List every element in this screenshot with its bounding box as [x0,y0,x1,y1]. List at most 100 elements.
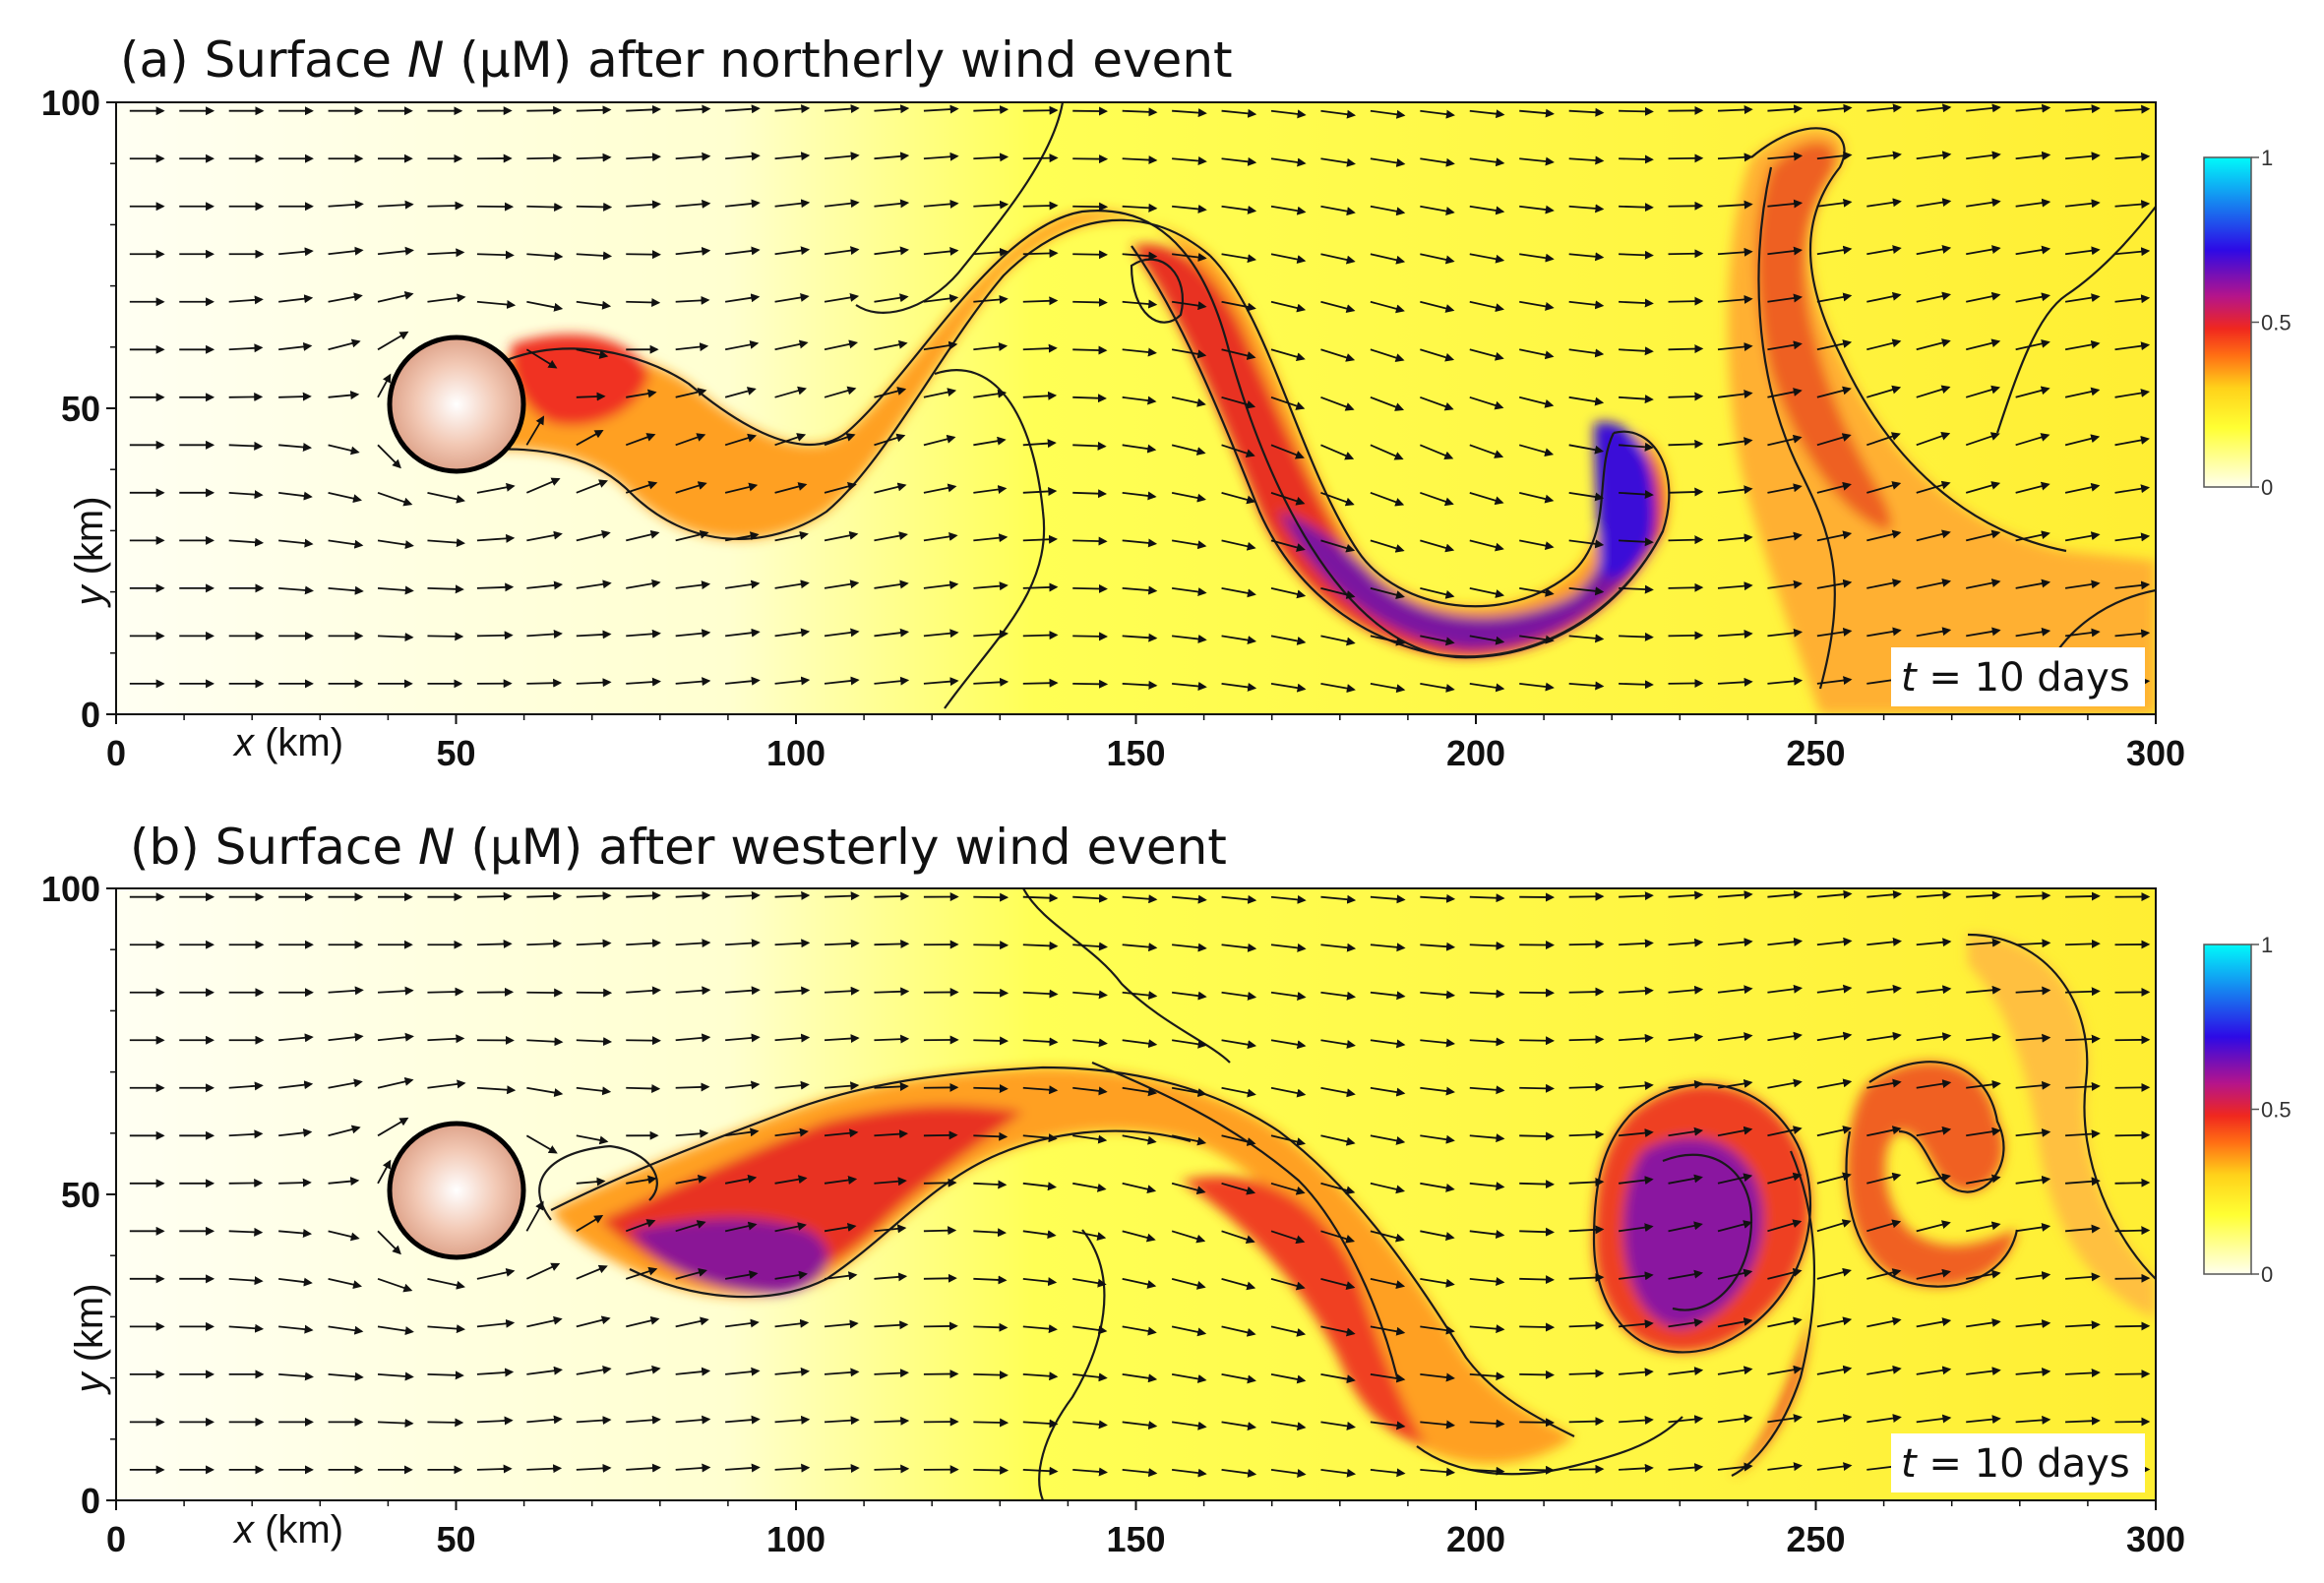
velocity-arrow [328,1032,364,1042]
velocity-arrow [1469,300,1505,313]
velocity-arrow [1420,300,1455,313]
velocity-arrow [1072,893,1108,903]
velocity-arrow [1221,1230,1255,1245]
velocity-arrow [824,339,859,351]
velocity-arrow [1270,1086,1307,1098]
velocity-arrow [1420,253,1455,265]
velocity-arrow [626,1175,657,1185]
velocity-arrow [525,1262,561,1280]
velocity-arrow [1966,1221,2001,1233]
velocity-arrow [1469,444,1504,458]
velocity-arrow [1022,439,1057,449]
velocity-arrow [725,246,761,256]
velocity-arrow [2015,433,2050,447]
velocity-arrow [1420,635,1455,646]
velocity-arrow [576,1177,606,1187]
velocity-arrow [1966,1032,2001,1042]
velocity-arrow [1122,396,1157,405]
velocity-arrow [1866,245,1902,256]
velocity-arrow [278,1033,314,1043]
velocity-arrow [1816,676,1853,686]
velocity-arrow [1420,990,1456,1000]
velocity-arrow [675,939,711,948]
velocity-arrow [2114,1321,2151,1331]
velocity-arrow [1270,991,1307,1001]
velocity-arrow [874,531,908,542]
velocity-arrow [1420,1230,1455,1241]
velocity-arrow [1270,157,1307,167]
velocity-arrow [973,1418,1009,1428]
contour-line [1845,1130,2019,1288]
velocity-arrow [824,1319,859,1329]
velocity-arrow [328,246,364,256]
velocity-arrow [675,152,711,161]
velocity-arrow [1767,152,1804,161]
velocity-arrow [2015,890,2051,900]
velocity-arrow [1519,586,1555,597]
velocity-arrow [1717,485,1753,495]
velocity-arrow [1767,1462,1804,1472]
colorbar-b [2203,944,2252,1275]
velocity-arrow [1866,1031,1902,1042]
x-tick-label: 200 [1446,1519,1505,1559]
velocity-arrow [626,104,662,114]
velocity-arrow [1320,1468,1357,1478]
velocity-arrow [1619,250,1654,260]
velocity-arrow [1916,431,1951,447]
velocity-arrow [1270,1182,1306,1195]
time-label-b: t = 10 days [1891,1433,2145,1492]
velocity-arrow [1568,1273,1605,1283]
velocity-arrow [774,339,809,351]
velocity-arrow [1370,1230,1405,1243]
velocity-arrow [2114,1273,2151,1283]
velocity-arrow [774,1463,811,1473]
velocity-arrow [874,152,910,161]
velocity-arrow [1420,586,1455,599]
velocity-arrow [278,585,314,595]
velocity-arrow [1816,530,1853,542]
velocity-arrow [1221,156,1257,166]
time-label-text-a: t = 10 days [1901,655,2130,700]
velocity-arrow [1072,1086,1108,1096]
panel-a-y-axis: 0 50 100 [41,83,116,735]
velocity-arrow [1916,1414,1952,1424]
velocity-arrow [1568,681,1605,691]
colorbar-a-ticks: 00.51 [2251,146,2292,500]
velocity-arrow [2114,1130,2151,1140]
velocity-arrow [1619,1128,1654,1138]
velocity-arrow [1668,201,1704,211]
velocity-arrow [1767,246,1804,256]
velocity-arrow [1966,529,2001,542]
velocity-arrow [1221,539,1256,551]
velocity-arrow [1469,157,1505,167]
velocity-arrow [377,444,401,469]
velocity-arrow [1965,385,2001,398]
velocity-arrow [1668,1174,1703,1185]
velocity-arrow [774,986,811,996]
secondary-core-a [1756,142,1891,532]
x-tick-label: 100 [766,733,826,773]
velocity-arrow [1072,1325,1108,1335]
velocity-arrow [1072,297,1108,307]
velocity-arrow [2015,1415,2051,1425]
velocity-arrow [1668,631,1704,640]
velocity-arrow [1866,889,1903,899]
velocity-arrow [1866,578,1902,589]
velocity-arrow [476,1368,515,1377]
velocity-arrow [675,1367,711,1376]
velocity-arrow [626,1365,661,1375]
velocity-arrow [923,152,959,161]
velocity-arrow [1717,1126,1753,1137]
velocity-arrow [1668,1463,1704,1473]
velocity-arrow [1866,291,1902,303]
velocity-arrow [973,581,1009,591]
velocity-arrow [626,297,661,307]
velocity-arrow [1270,205,1307,215]
velocity-arrow [1469,1324,1505,1334]
velocity-arrow [1519,396,1555,408]
velocity-arrow [1420,205,1455,215]
velocity-arrow [377,246,414,256]
velocity-arrow [923,388,957,398]
velocity-arrow [2065,1369,2101,1378]
velocity-arrow [1122,1468,1158,1478]
